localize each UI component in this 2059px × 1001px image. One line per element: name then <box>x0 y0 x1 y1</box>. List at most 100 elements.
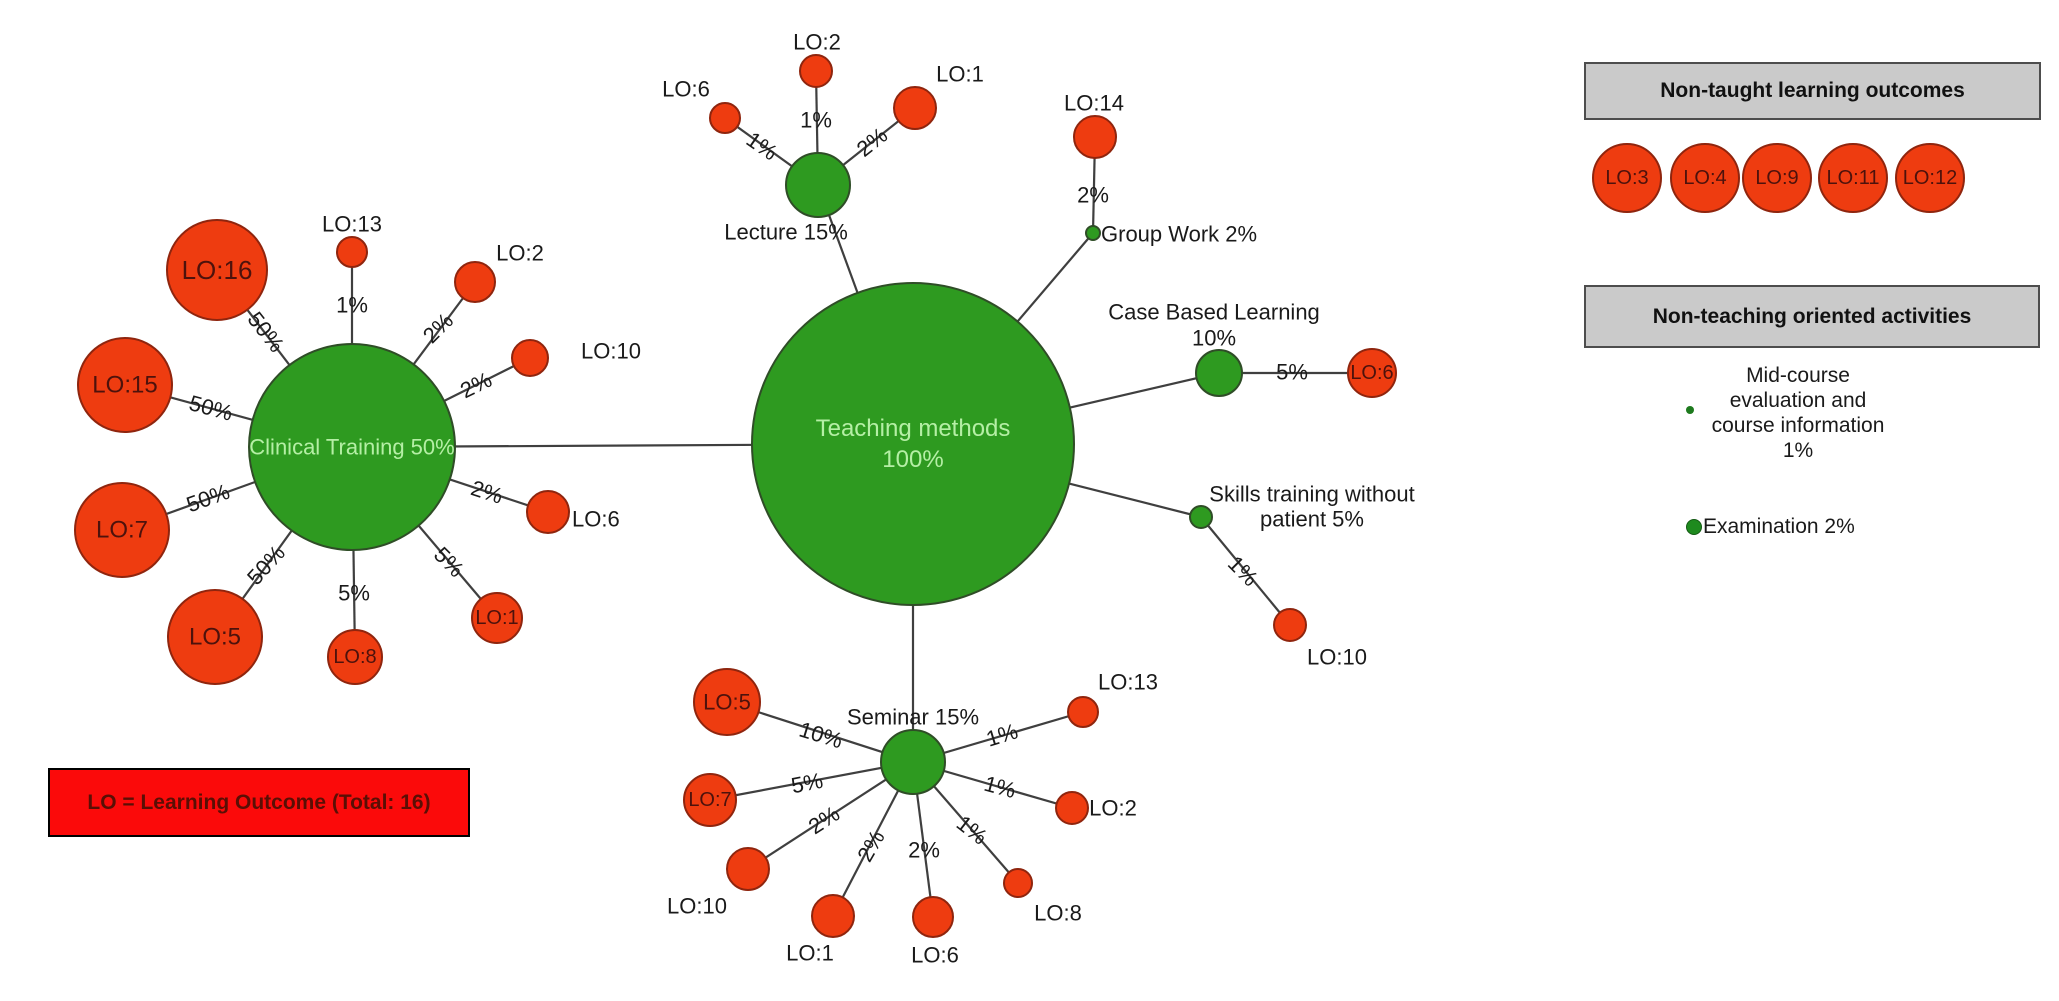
edge-label-clinical-lo15: 50% <box>186 390 235 426</box>
node-label-clinical: Clinical Training 50% <box>249 435 454 460</box>
edge-label-seminar-lo2_s: 1% <box>981 771 1018 803</box>
edge-label-seminar-lo13_s: 1% <box>983 718 1021 751</box>
node-ext-label-groupwork: Group Work 2% <box>1101 222 1257 247</box>
node-label-lo5_s: LO:5 <box>703 690 751 715</box>
node-lo2_s <box>1055 791 1089 825</box>
node-lo2_c <box>454 261 496 303</box>
node-lo1_s <box>811 894 855 938</box>
node-ext-label-lo13_s: LO:13 <box>1098 670 1158 695</box>
node-ext-label-lo2_s: LO:2 <box>1089 796 1137 821</box>
legend-node-label-leg_lo3: LO:3 <box>1605 167 1648 189</box>
legend-node-label-leg_lo9: LO:9 <box>1755 167 1798 189</box>
node-lo5_s <box>693 668 761 736</box>
node-lo13_c <box>336 236 368 268</box>
node-lo5_c <box>167 589 263 685</box>
legend-non-taught-title: Non-taught learning outcomes <box>1584 62 2041 120</box>
node-lo10_sk <box>1273 608 1307 642</box>
legend-node-label-leg_lo11: LO:11 <box>1827 167 1880 189</box>
edge-label-cbl-lo6_cbl: 5% <box>1276 360 1308 385</box>
node-lo13_s <box>1067 696 1099 728</box>
node-lo6_s <box>912 896 954 938</box>
node-ext-label-lo14: LO:14 <box>1064 91 1124 116</box>
node-label-teaching: Teaching methods <box>816 415 1011 442</box>
edge-label-seminar-lo10_s: 2% <box>804 801 844 839</box>
legend-node-leg_lo4 <box>1670 143 1740 213</box>
legend-node-leg_lo3 <box>1592 143 1662 213</box>
node-ext-label-lo13_c: LO:13 <box>322 212 382 237</box>
node-ext-label-lo1_lect: LO:1 <box>936 62 984 87</box>
node-cbl <box>1195 349 1243 397</box>
node-ext-label-lo6_c: LO:6 <box>572 507 620 532</box>
node-lo15 <box>77 337 173 433</box>
legend-node-label-leg_lo12: LO:12 <box>1903 167 1957 189</box>
node-label-lo1_c: LO:1 <box>475 607 518 629</box>
edge-label-lecture-lo6_lect: 1% <box>742 127 782 166</box>
edge-label-seminar-lo5_s: 10% <box>796 717 845 754</box>
node-teaching <box>751 282 1075 606</box>
node-lo10_s <box>726 847 770 891</box>
node-lecture <box>785 152 851 218</box>
node-ext-label-lo10_c: LO:10 <box>581 339 641 364</box>
legend-node-label-leg_lo4: LO:4 <box>1683 167 1726 189</box>
edge-label-clinical-lo6_c: 2% <box>468 475 506 509</box>
edge-label-clinical-lo1_c: 5% <box>429 542 469 582</box>
legend-node-leg_lo12 <box>1895 143 1965 213</box>
node-ext-label-lo1_s: LO:1 <box>786 941 834 966</box>
node-lo6_lect <box>709 102 741 134</box>
edge-label-seminar-lo1_s: 2% <box>852 826 890 866</box>
node-ext-label-lo10_sk: LO:10 <box>1307 645 1367 670</box>
node-clinical <box>248 343 456 551</box>
node-groupwork <box>1085 225 1101 241</box>
edge-label-lecture-lo2_lect: 1% <box>800 108 832 133</box>
midcourse-evaluation-label: Mid-course evaluation and course informa… <box>1711 364 1885 462</box>
node-label-lo6_cbl: LO:6 <box>1350 362 1393 384</box>
node-label-lo7_c: LO:7 <box>96 517 148 544</box>
node-lo2_lect <box>799 54 833 88</box>
edge-label-seminar-lo8_s: 1% <box>952 810 992 849</box>
node-label-teaching: 100% <box>882 446 943 473</box>
node-label-lo5_c: LO:5 <box>189 624 241 651</box>
node-ext-label-lo10_s: LO:10 <box>667 894 727 919</box>
node-lo7_c <box>74 482 170 578</box>
examination-entry: Examination 2% <box>1686 515 1855 539</box>
examination-dot-icon <box>1686 519 1702 535</box>
edge-label-clinical-lo5_c: 50% <box>242 540 290 589</box>
node-ext-label-lo2_lect: LO:2 <box>793 30 841 55</box>
edge-label-lecture-lo1_lect: 2% <box>852 122 892 161</box>
midcourse-evaluation-dot-icon <box>1686 406 1694 414</box>
edge-skills-lo10_sk <box>1200 516 1291 626</box>
node-lo1_lect <box>893 86 937 130</box>
edge-label-groupwork-lo14: 2% <box>1077 183 1109 208</box>
node-ext-label-lecture: Lecture 15% <box>724 220 848 245</box>
node-label-lo8_c: LO:8 <box>333 646 376 668</box>
node-ext-label-lo8_s: LO:8 <box>1034 901 1082 926</box>
node-ext-label-skills: patient 5% <box>1260 507 1364 532</box>
legend-non-teaching-title: Non-teaching oriented activities <box>1584 285 2040 348</box>
edge-label-clinical-lo13_c: 1% <box>336 293 368 318</box>
node-lo8_s <box>1003 868 1033 898</box>
node-ext-label-lo6_lect: LO:6 <box>662 77 710 102</box>
node-seminar <box>880 729 946 795</box>
lo-definition-note: LO = Learning Outcome (Total: 16) <box>48 768 470 837</box>
legend-node-leg_lo11 <box>1818 143 1888 213</box>
node-label-lo7_s: LO:7 <box>688 789 731 811</box>
node-ext-label-skills: Skills training without <box>1209 482 1414 507</box>
node-skills <box>1189 505 1213 529</box>
node-lo1_c <box>471 592 523 644</box>
node-lo8_c <box>327 629 383 685</box>
examination-label: Examination 2% <box>1703 515 1855 538</box>
node-ext-label-seminar: Seminar 15% <box>847 705 979 730</box>
edge-label-seminar-lo7_s: 5% <box>789 768 825 799</box>
node-lo16 <box>166 219 268 321</box>
node-lo6_cbl <box>1347 348 1397 398</box>
edge-label-clinical-lo8_c: 5% <box>338 581 370 606</box>
node-ext-label-lo2_c: LO:2 <box>496 241 544 266</box>
node-label-lo15: LO:15 <box>92 372 157 399</box>
node-ext-label-lo6_s: LO:6 <box>911 943 959 968</box>
node-ext-label-cbl: Case Based Learning <box>1108 300 1320 325</box>
node-lo6_c <box>526 490 570 534</box>
legend-node-leg_lo9 <box>1742 143 1812 213</box>
node-lo10_c <box>511 339 549 377</box>
